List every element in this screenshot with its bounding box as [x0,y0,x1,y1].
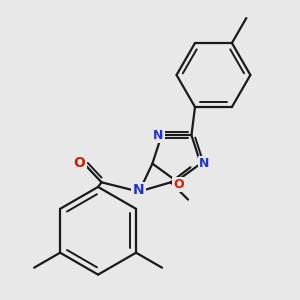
Text: O: O [74,156,85,170]
Text: O: O [173,178,184,191]
Text: N: N [199,157,209,170]
Text: N: N [153,129,163,142]
Text: N: N [133,183,144,197]
